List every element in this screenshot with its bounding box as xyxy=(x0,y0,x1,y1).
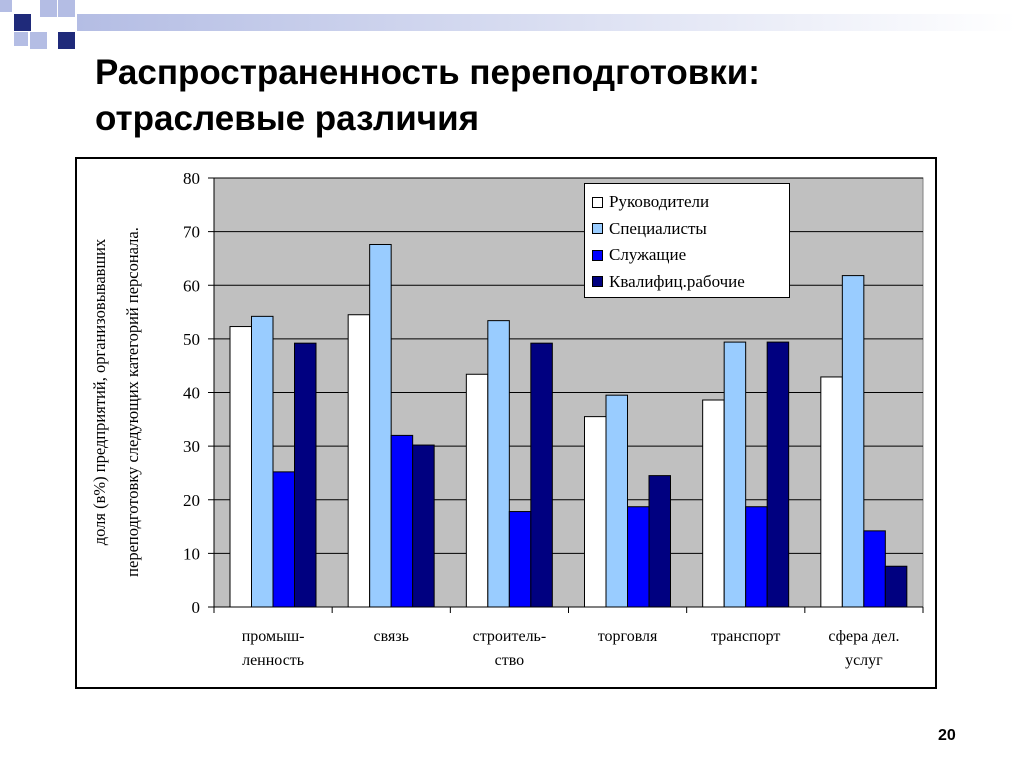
legend-swatch-clerks xyxy=(592,249,603,261)
bar-specialists xyxy=(605,394,628,608)
legend-item-clerks: Служащие xyxy=(592,242,789,269)
decoration-square xyxy=(14,14,31,31)
x-category-label: торговля xyxy=(598,628,658,645)
decoration-square xyxy=(30,32,47,49)
y-tick-label: 60 xyxy=(183,276,200,295)
legend-label-skilled-workers: Квалифиц.рабочие xyxy=(609,271,745,291)
decoration-bar xyxy=(77,14,1017,31)
bar-specialists xyxy=(369,243,392,608)
legend-item-managers: Руководители xyxy=(592,189,789,216)
bar-specialists xyxy=(487,320,510,608)
x-category-label: услуг xyxy=(845,652,883,669)
x-category-label: транспорт xyxy=(711,628,780,645)
y-axis-label-line-2: переподготовку следующих категорий персо… xyxy=(123,227,142,577)
x-category-label: промыш- xyxy=(242,628,305,645)
bar-specialists xyxy=(723,341,747,608)
y-axis-label-line-1: доля (в%) предприятий, организовывавших xyxy=(90,238,109,545)
bar-skilled-workers xyxy=(766,341,790,608)
bar-managers xyxy=(702,399,725,608)
x-category-label: ство xyxy=(495,652,525,669)
bar-specialists xyxy=(251,315,274,608)
bar-managers xyxy=(465,373,489,608)
y-tick-label: 50 xyxy=(183,330,200,349)
legend-label-clerks: Служащие xyxy=(609,245,687,265)
bar-skilled-workers xyxy=(884,565,908,608)
bar-skilled-workers xyxy=(294,342,317,608)
y-tick-label: 10 xyxy=(183,544,200,563)
bar-skilled-workers xyxy=(412,444,435,608)
legend-item-skilled-workers: Квалифиц.рабочие xyxy=(592,269,789,296)
y-tick-label: 80 xyxy=(183,169,200,188)
bar-clerks xyxy=(390,434,414,608)
y-tick-label: 70 xyxy=(183,223,200,242)
bar-clerks xyxy=(272,471,295,608)
chart-legend: Руководители Специалисты Служащие Квалиф… xyxy=(584,183,790,298)
x-category-label: связь xyxy=(374,628,409,645)
bar-specialists xyxy=(841,275,865,608)
decoration-square xyxy=(58,32,75,49)
bar-managers xyxy=(347,314,371,608)
decoration-square xyxy=(14,32,28,46)
y-tick-label: 30 xyxy=(183,437,200,456)
decoration-square xyxy=(0,0,12,12)
y-tick-label: 40 xyxy=(183,384,200,403)
x-category-label: сфера дел. xyxy=(828,628,899,645)
legend-label-managers: Руководители xyxy=(609,192,710,212)
bar-managers xyxy=(584,416,607,608)
legend-swatch-managers xyxy=(592,196,603,208)
y-tick-label: 20 xyxy=(183,491,200,510)
slide-title: Распространенность переподготовки: отрас… xyxy=(95,50,975,142)
page-number: 20 xyxy=(938,727,956,744)
bar-skilled-workers xyxy=(648,475,671,608)
legend-swatch-specialists xyxy=(592,223,603,235)
slide-title-line-1: Распространенность переподготовки: xyxy=(95,53,760,92)
bar-clerks xyxy=(863,530,886,608)
legend-item-specialists: Специалисты xyxy=(592,216,789,243)
bar-managers xyxy=(820,376,843,608)
bar-managers xyxy=(229,326,252,608)
bar-clerks xyxy=(745,506,768,608)
legend-swatch-skilled-workers xyxy=(592,276,603,288)
bar-skilled-workers xyxy=(530,342,553,608)
decoration-square xyxy=(40,0,57,17)
x-category-label: строитель- xyxy=(473,628,547,645)
slide-title-line-2: отраслевые различия xyxy=(95,99,480,138)
legend-label-specialists: Специалисты xyxy=(609,218,707,238)
bar-clerks xyxy=(508,511,532,608)
decoration-square xyxy=(58,0,75,17)
bar-clerks xyxy=(627,506,650,608)
x-category-label: ленность xyxy=(242,652,304,669)
y-tick-label: 0 xyxy=(192,598,201,617)
